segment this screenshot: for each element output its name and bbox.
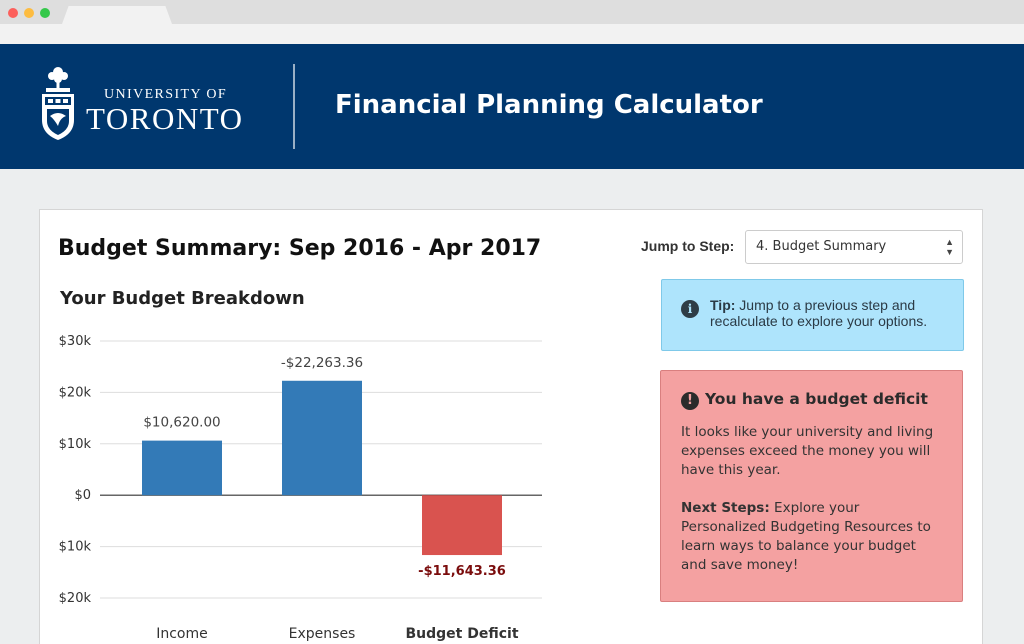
deficit-next-steps: Next Steps: Explore your Personalized Bu…	[681, 499, 943, 575]
window-maximize-button[interactable]	[40, 8, 50, 18]
next-steps-text: Explore your Personalized Budgeting Reso…	[681, 500, 931, 573]
page-title: Budget Summary: Sep 2016 - Apr 2017	[58, 236, 542, 261]
bar-budget-deficit	[422, 495, 502, 556]
jump-to-step-value: 4. Budget Summary	[756, 239, 887, 254]
data-label: $10,620.00	[143, 415, 220, 431]
browser-toolbar	[0, 24, 1024, 44]
site-header: UNIVERSITY OF TORONTO Financial Planning…	[0, 44, 1024, 169]
chart-svg: $30k $20k $10k $0 $10k $20k $10,620.00 Income -$…	[59, 334, 542, 642]
deficit-alert: ! You have a budget deficit It looks lik…	[660, 370, 963, 602]
budget-breakdown-chart: $30k $20k $10k $0 $10k $20k $10,620.00 Income -$…	[40, 320, 640, 644]
app-title: Financial Planning Calculator	[335, 90, 763, 120]
university-name-line2: TORONTO	[86, 101, 244, 136]
browser-tab[interactable]	[62, 6, 172, 24]
y-tick-label: $10k	[59, 540, 92, 555]
tip-message: Jump to a previous step and recalculate …	[710, 297, 928, 329]
section-title: Your Budget Breakdown	[60, 288, 305, 309]
x-tick-label: Budget Deficit	[405, 626, 518, 642]
tip-alert: i Tip: Jump to a previous step and recal…	[661, 279, 964, 351]
jump-to-step-label: Jump to Step:	[641, 238, 735, 254]
browser-chrome	[0, 0, 1024, 44]
data-label: -$11,643.36	[418, 564, 506, 579]
y-tick-label: $20k	[59, 591, 92, 606]
jump-to-step-select[interactable]: 4. Budget Summary ▲ ▼	[745, 230, 963, 264]
tip-text: Tip: Jump to a previous step and recalcu…	[710, 297, 950, 329]
university-name-line1: UNIVERSITY OF	[104, 87, 228, 102]
y-tick-label: $0	[74, 488, 91, 503]
x-tick-label: Expenses	[289, 626, 356, 642]
deficit-title: You have a budget deficit	[705, 390, 928, 408]
x-tick-label: Income	[156, 626, 208, 642]
info-icon: i	[681, 300, 699, 318]
university-crest-icon	[42, 67, 74, 140]
exclamation-icon: !	[681, 392, 699, 410]
data-label: -$22,263.36	[281, 355, 363, 371]
next-steps-label: Next Steps:	[681, 500, 770, 516]
y-tick-label: $20k	[59, 385, 92, 400]
deficit-body: It looks like your university and living…	[681, 424, 934, 478]
y-tick-label: $30k	[59, 334, 92, 349]
bar-income	[142, 440, 222, 496]
tip-label: Tip:	[710, 297, 736, 313]
header-divider	[293, 64, 295, 149]
window-minimize-button[interactable]	[24, 8, 34, 18]
y-tick-label: $10k	[59, 437, 92, 452]
select-arrows-icon: ▲ ▼	[945, 237, 954, 257]
window-close-button[interactable]	[8, 8, 18, 18]
budget-summary-card: Budget Summary: Sep 2016 - Apr 2017 Your…	[39, 209, 983, 644]
bar-expenses	[282, 380, 362, 496]
